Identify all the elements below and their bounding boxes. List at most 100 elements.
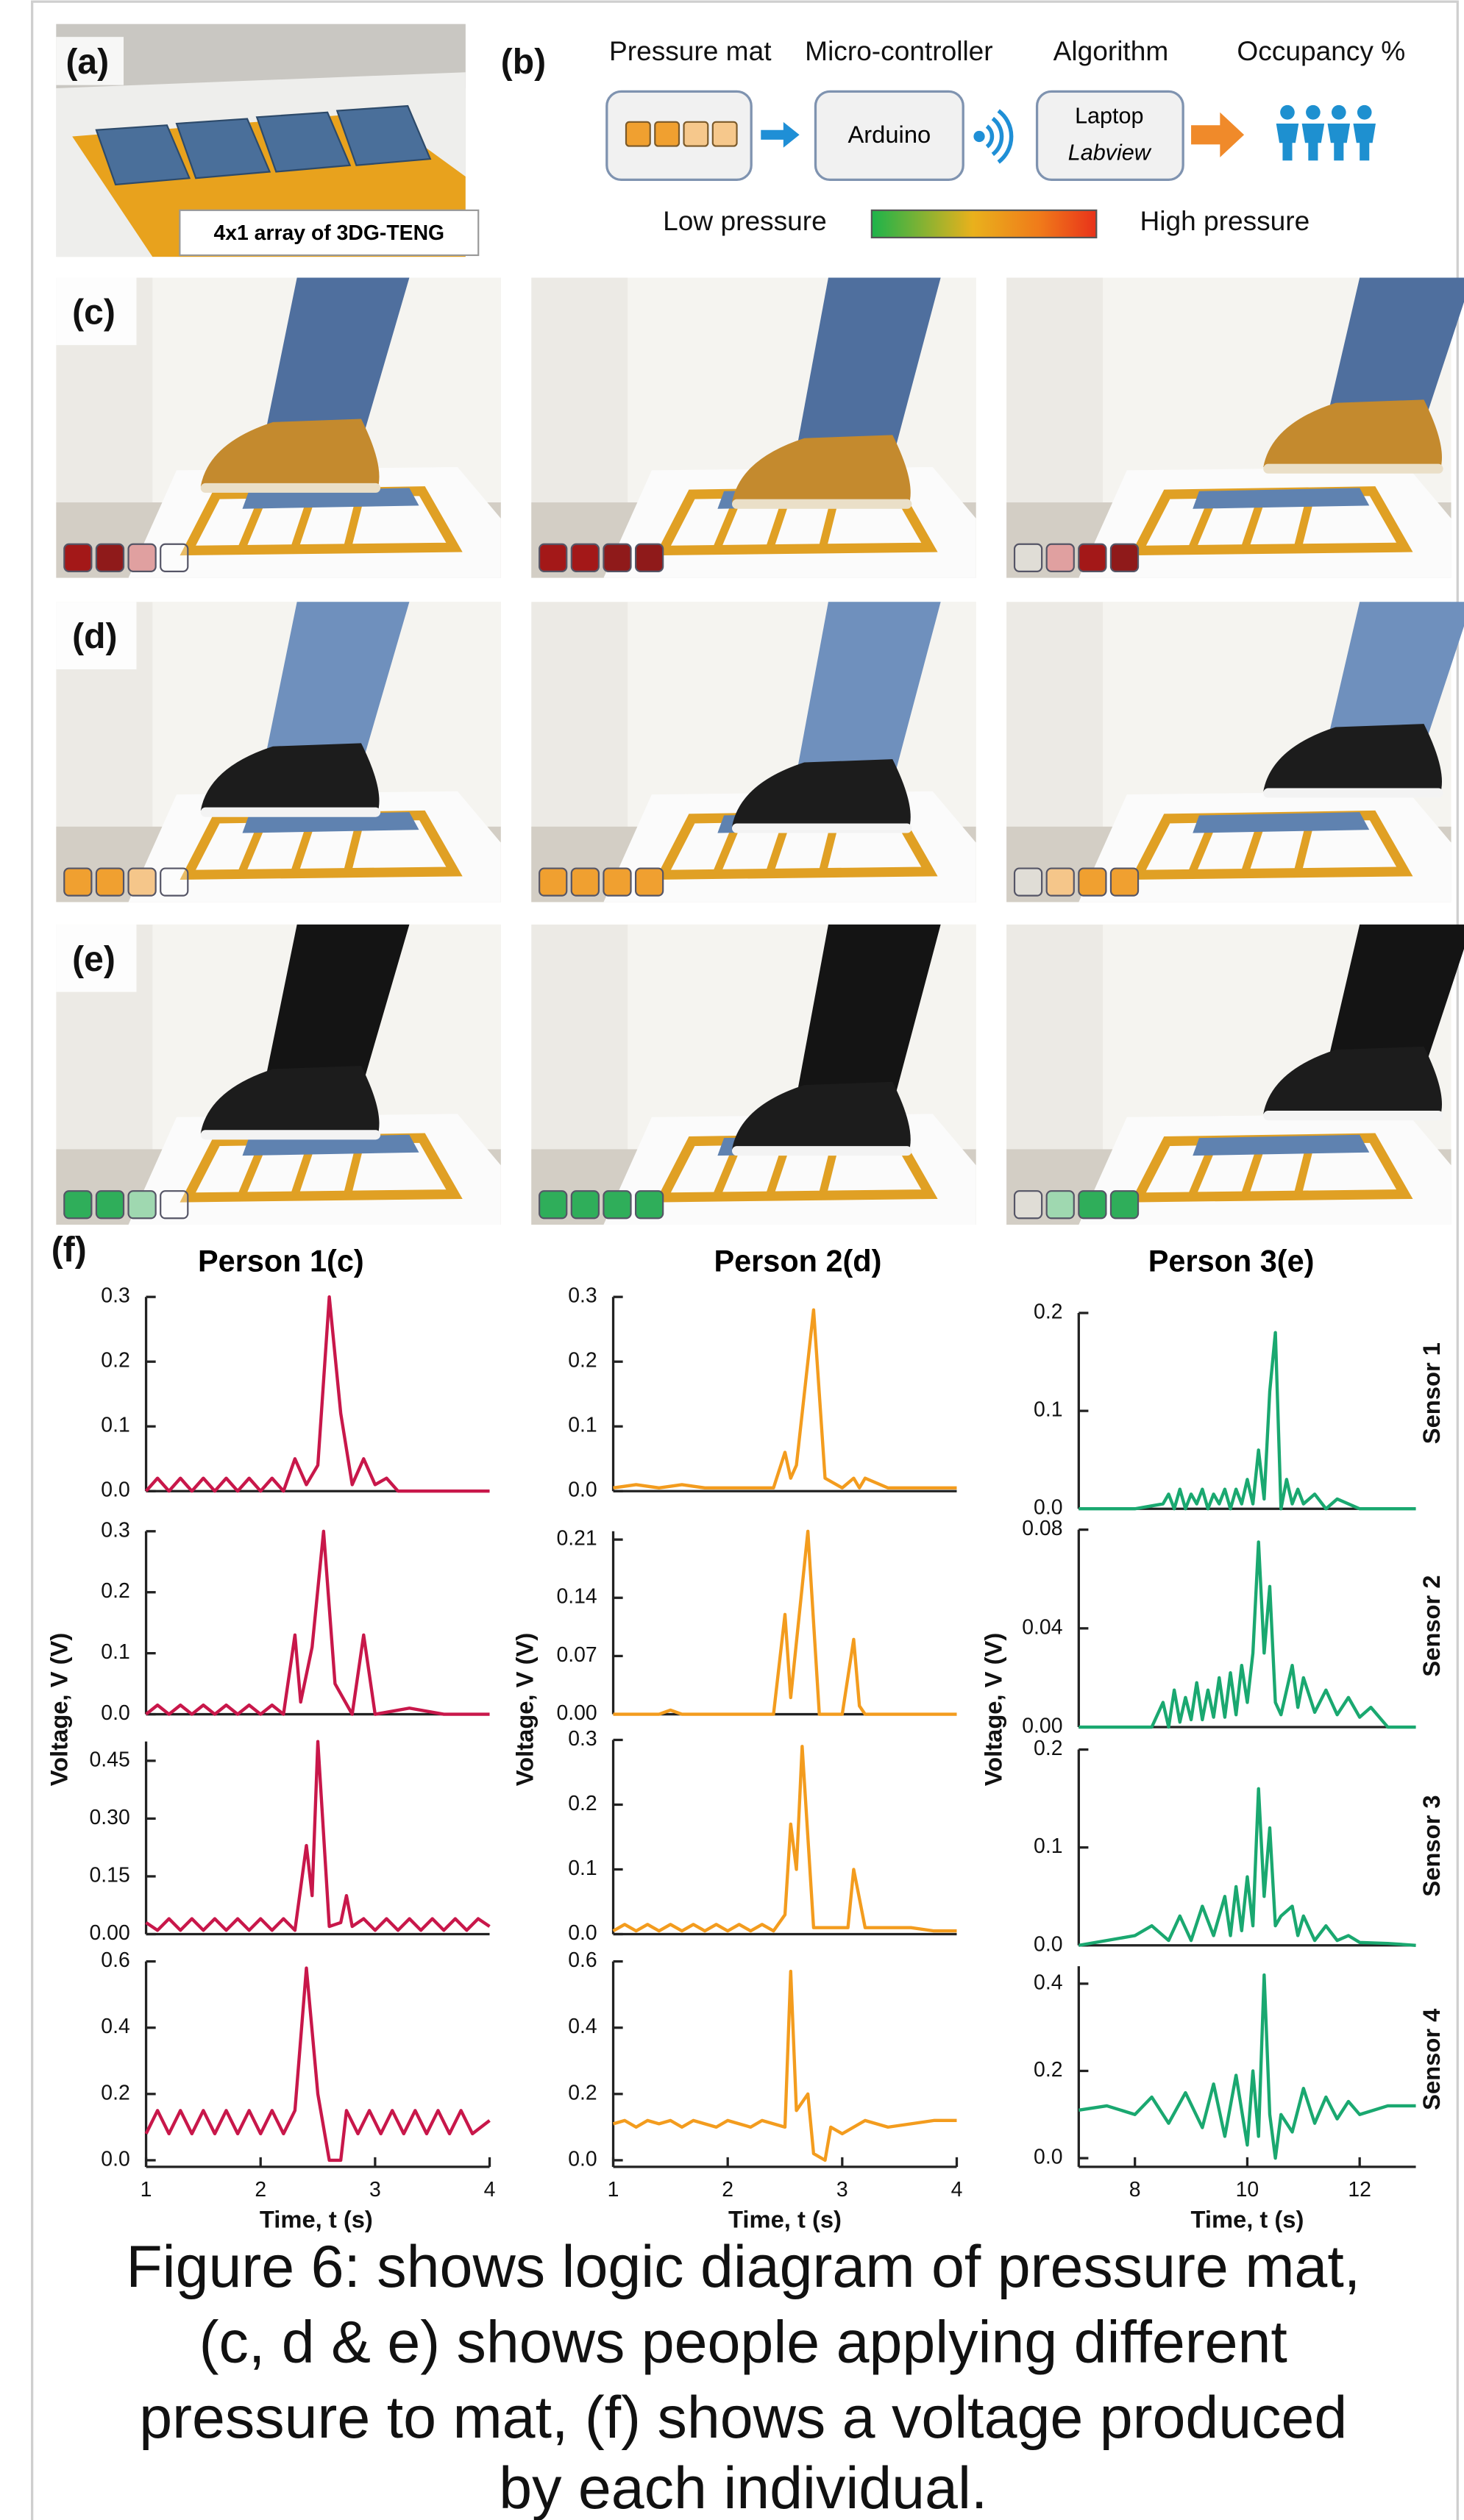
person-body [1328, 124, 1351, 160]
mat-square [684, 122, 708, 146]
x-tick-label: 4 [951, 2178, 963, 2202]
data-line [614, 1531, 957, 1715]
sensor-label: Sensor 4 [1418, 2008, 1445, 2110]
data-line [614, 1746, 957, 1931]
wifi-dot [973, 131, 984, 142]
shoe-sole [732, 1146, 912, 1156]
y-tick-label: 0.00 [557, 1701, 597, 1725]
y-tick-label: 0.30 [90, 1806, 130, 1829]
y-tick-label: 0.2 [101, 2081, 129, 2104]
pressure-indicator [1079, 544, 1106, 572]
panel-label: (d) [72, 617, 117, 656]
y-tick-label: 0.4 [1034, 1971, 1062, 1994]
panel-label: (f) [51, 1231, 87, 1270]
pressure-indicator [64, 544, 91, 572]
figure: (a)4x1 array of 3DG-TENG(b)Pressure matM… [0, 0, 1464, 2520]
y-tick-label: 0.14 [557, 1585, 597, 1609]
person-body [1353, 124, 1376, 160]
sensor-label: Sensor 2 [1418, 1575, 1445, 1676]
photo: (d) [56, 602, 500, 902]
mat-sensor [1193, 1135, 1369, 1156]
y-axis-label: Voltage, V (V) [46, 1633, 73, 1786]
y-axis-label: Voltage, V (V) [979, 1633, 1006, 1786]
person-head [1306, 105, 1321, 120]
y-tick-label: 0.2 [1034, 1300, 1062, 1323]
y-tick-label: 0.2 [568, 1349, 597, 1373]
x-tick-label: 3 [836, 2178, 848, 2202]
column-title: Person 3(e) [1148, 1243, 1315, 1278]
y-tick-label: 0.07 [557, 1643, 597, 1667]
y-tick-label: 0.0 [568, 1921, 597, 1945]
y-tick-label: 0.0 [101, 1701, 129, 1725]
y-tick-label: 0.21 [557, 1527, 597, 1551]
caption-line: by each individual. [499, 2455, 987, 2520]
shoe-sole [732, 499, 912, 509]
person-head [1357, 105, 1372, 120]
pressure-scale [872, 210, 1096, 238]
pressure-indicator [64, 869, 91, 896]
shoe-sole [732, 823, 912, 833]
y-tick-label: 0.1 [101, 1640, 129, 1664]
photo-a: (a)4x1 array of 3DG-TENG [56, 24, 478, 257]
y-tick-label: 0.0 [1034, 1932, 1062, 1956]
y-tick-label: 0.0 [101, 2147, 129, 2171]
y-tick-label: 0.6 [568, 1948, 597, 1972]
y-tick-label: 0.0 [568, 1478, 597, 1502]
pressure-indicator [1047, 869, 1074, 896]
y-tick-label: 0.1 [1034, 1398, 1062, 1422]
pressure-indicator [636, 544, 663, 572]
x-tick-label: 1 [608, 2178, 619, 2202]
diagram-node: Arduino [848, 121, 931, 148]
y-tick-label: 0.2 [101, 1579, 129, 1603]
pressure-indicator [572, 1191, 599, 1218]
y-tick-label: 0.00 [1022, 1714, 1062, 1737]
x-tick-label: 10 [1236, 2178, 1259, 2202]
pressure-indicator [160, 1191, 188, 1218]
data-line [146, 1968, 490, 2160]
y-tick-label: 0.2 [568, 2081, 597, 2104]
y-tick-label: 0.4 [568, 2015, 597, 2038]
caption-line: (c, d & e) shows people applying differe… [199, 2310, 1287, 2376]
arrow [1191, 113, 1244, 157]
pressure-indicator [129, 869, 156, 896]
pressure-indicator [539, 544, 566, 572]
photo [1006, 602, 1464, 902]
y-tick-label: 0.15 [90, 1863, 130, 1887]
y-tick-label: 0.0 [101, 1478, 129, 1502]
wifi-arc [987, 127, 992, 147]
shoe-sole [201, 808, 380, 817]
diagram-node: Labview [1068, 140, 1152, 165]
pressure-indicator [1111, 1191, 1138, 1218]
pressure-indicator [603, 1191, 630, 1218]
x-tick-label: 1 [141, 2178, 152, 2202]
pressure-indicator [96, 1191, 124, 1218]
mat-square [655, 122, 679, 146]
data-line [1079, 1542, 1415, 1727]
y-tick-label: 0.0 [568, 2147, 597, 2171]
y-tick-label: 0.1 [568, 1857, 597, 1880]
person-body [1276, 124, 1299, 160]
y-tick-label: 0.3 [101, 1518, 129, 1542]
pressure-indicator [636, 1191, 663, 1218]
mat-square [713, 122, 737, 146]
pressure-indicator [572, 544, 599, 572]
photo-caption: 4x1 array of 3DG-TENG [213, 221, 444, 245]
diagram-header: Algorithm [1053, 35, 1169, 66]
pressure-indicator [96, 544, 124, 572]
shoe-sole [1263, 464, 1443, 474]
pressure-indicator [129, 1191, 156, 1218]
photo: (c) [56, 278, 500, 578]
y-tick-label: 0.4 [101, 2015, 129, 2038]
y-tick-label: 0.0 [1034, 2146, 1062, 2169]
pressure-indicator [1047, 1191, 1074, 1218]
pressure-indicator [64, 1191, 91, 1218]
diagram-node: Laptop [1075, 103, 1143, 128]
y-tick-label: 0.1 [568, 1414, 597, 1437]
y-tick-label: 0.2 [1034, 2058, 1062, 2082]
y-tick-label: 0.3 [568, 1727, 597, 1751]
y-tick-label: 0.45 [90, 1748, 130, 1771]
pressure-indicator [1015, 544, 1042, 572]
mat-sensor [1193, 812, 1369, 833]
person-head [1332, 105, 1346, 120]
shoe-sole [201, 1130, 380, 1139]
